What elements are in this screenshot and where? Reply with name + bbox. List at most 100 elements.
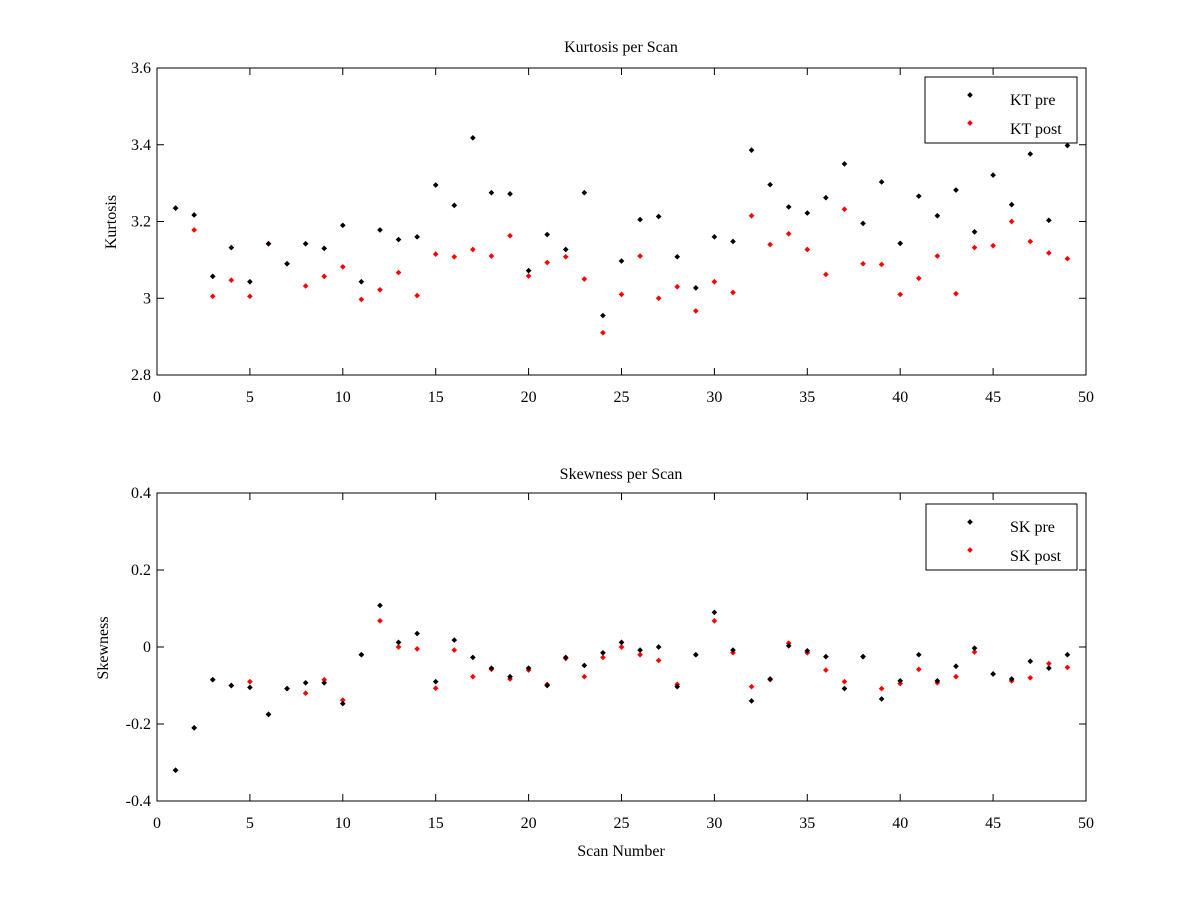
kurtosis-point-post xyxy=(209,293,216,300)
kurtosis-point-pre xyxy=(414,234,420,240)
kurtosis-point-pre xyxy=(990,172,996,178)
skewness-xtick-label: 0 xyxy=(153,815,161,832)
kurtosis-point-post xyxy=(953,290,959,297)
kurtosis-xtick-label: 30 xyxy=(706,389,722,406)
kurtosis-point-pre xyxy=(507,191,513,197)
kurtosis-point-post xyxy=(823,271,829,278)
kurtosis-point-post xyxy=(507,232,513,239)
kurtosis-point-pre xyxy=(655,213,662,220)
kurtosis-point-pre xyxy=(209,273,216,280)
skewness-point-post xyxy=(1064,664,1071,671)
kurtosis-point-post xyxy=(990,242,996,249)
kurtosis-point-pre xyxy=(785,204,792,210)
kurtosis-point-pre xyxy=(488,189,495,196)
skewness-point-pre xyxy=(1046,665,1052,672)
legend-marker-kt-pre xyxy=(967,92,973,98)
skewness-ylabel: Skewness xyxy=(95,616,112,679)
legend-label-sk-pre: SK pre xyxy=(1010,519,1055,536)
legend-label-kt-pre: KT pre xyxy=(1010,92,1055,109)
kurtosis-point-post xyxy=(191,227,197,233)
skewness-point-post xyxy=(1046,660,1052,667)
kurtosis-point-post xyxy=(1027,238,1034,245)
kurtosis-point-pre xyxy=(432,182,439,188)
kurtosis-point-post xyxy=(377,286,383,293)
skewness-point-pre xyxy=(432,678,439,685)
skewness-point-post xyxy=(748,683,755,690)
skewness-point-post xyxy=(655,657,662,664)
skewness-point-post xyxy=(321,676,328,683)
skewness-point-pre xyxy=(377,602,383,609)
skewness-point-pre xyxy=(971,645,978,651)
kurtosis-point-pre xyxy=(804,210,811,216)
skewness-point-pre xyxy=(451,637,458,643)
kurtosis-point-pre xyxy=(247,278,253,285)
skewness-xlabel: Scan Number xyxy=(577,843,665,860)
kurtosis-point-pre xyxy=(618,258,625,264)
skewness-title: Skewness per Scan xyxy=(560,466,683,483)
kurtosis-ticks: 0 5 10 15 20 25 30 35 40 45 50 2.8 3 3.2 3.4 3.6 xyxy=(131,60,1094,406)
skewness-point-pre xyxy=(897,678,904,684)
kurtosis-point-pre xyxy=(1064,142,1071,149)
kurtosis-point-pre xyxy=(878,179,885,185)
kurtosis-point-pre xyxy=(748,147,755,153)
skewness-xtick-label: 5 xyxy=(246,815,254,832)
kurtosis-points xyxy=(172,135,1071,336)
skewness-point-pre xyxy=(767,676,773,682)
kurtosis-point-pre xyxy=(711,234,718,240)
skewness-point-post xyxy=(971,649,978,655)
skewness-point-pre xyxy=(581,662,588,669)
skewness-point-pre xyxy=(934,678,941,684)
legend-label-sk-post: SK post xyxy=(1010,548,1062,565)
skewness-xtick-label: 10 xyxy=(335,815,351,832)
kurtosis-point-post xyxy=(730,289,736,296)
kurtosis-point-pre xyxy=(339,222,346,229)
skewness-point-pre xyxy=(339,700,346,707)
kurtosis-xtick-label: 20 xyxy=(521,389,537,406)
kurtosis-point-post xyxy=(470,246,476,253)
skewness-point-pre xyxy=(228,682,235,689)
skewness-point-post xyxy=(637,651,643,658)
skewness-point-post xyxy=(451,647,458,653)
skewness-point-pre xyxy=(172,767,179,774)
kurtosis-point-pre xyxy=(692,285,699,291)
kurtosis-point-pre xyxy=(897,240,904,247)
skewness-point-pre xyxy=(860,653,866,660)
skewness-point-pre xyxy=(1008,676,1015,682)
kurtosis-point-post xyxy=(1064,255,1071,262)
kurtosis-point-post xyxy=(767,241,773,248)
skewness-ytick-label: 0.2 xyxy=(131,562,151,579)
skewness-point-post xyxy=(1027,674,1034,681)
kurtosis-point-pre xyxy=(284,260,290,267)
kurtosis-point-pre xyxy=(971,229,978,235)
skewness-point-pre xyxy=(748,698,755,704)
kurtosis-point-pre xyxy=(860,220,866,227)
kurtosis-point-post xyxy=(544,259,551,266)
skewness-point-post xyxy=(395,644,402,650)
kurtosis-point-post xyxy=(804,246,811,253)
kurtosis-point-post xyxy=(934,253,941,259)
skewness-point-pre xyxy=(655,644,662,650)
kurtosis-xtick-label: 15 xyxy=(428,389,444,406)
skewness-point-post xyxy=(581,673,588,680)
skewness-xtick-label: 40 xyxy=(892,815,908,832)
skewness-point-post xyxy=(915,666,922,673)
skewness-xtick-label: 50 xyxy=(1078,815,1094,832)
kurtosis-point-post xyxy=(637,253,643,259)
kurtosis-point-pre xyxy=(228,244,235,251)
kurtosis-ylabel: Kurtosis xyxy=(103,195,120,249)
skewness-xtick-label: 15 xyxy=(428,815,444,832)
skewness-point-pre xyxy=(823,653,829,660)
kurtosis-xtick-label: 5 xyxy=(246,389,254,406)
kurtosis-point-pre xyxy=(302,240,309,247)
kurtosis-point-pre xyxy=(674,253,681,260)
kurtosis-point-post xyxy=(247,293,253,300)
kurtosis-point-post xyxy=(711,278,718,285)
kurtosis-point-post xyxy=(451,253,458,260)
kurtosis-point-post xyxy=(841,206,848,213)
skewness-point-pre xyxy=(544,682,551,689)
skewness-point-pre xyxy=(878,696,885,702)
kurtosis-point-pre xyxy=(841,161,848,167)
skewness-point-post xyxy=(414,646,420,652)
skewness-point-post xyxy=(339,697,346,703)
skewness-ytick-label: -0.2 xyxy=(126,716,151,733)
